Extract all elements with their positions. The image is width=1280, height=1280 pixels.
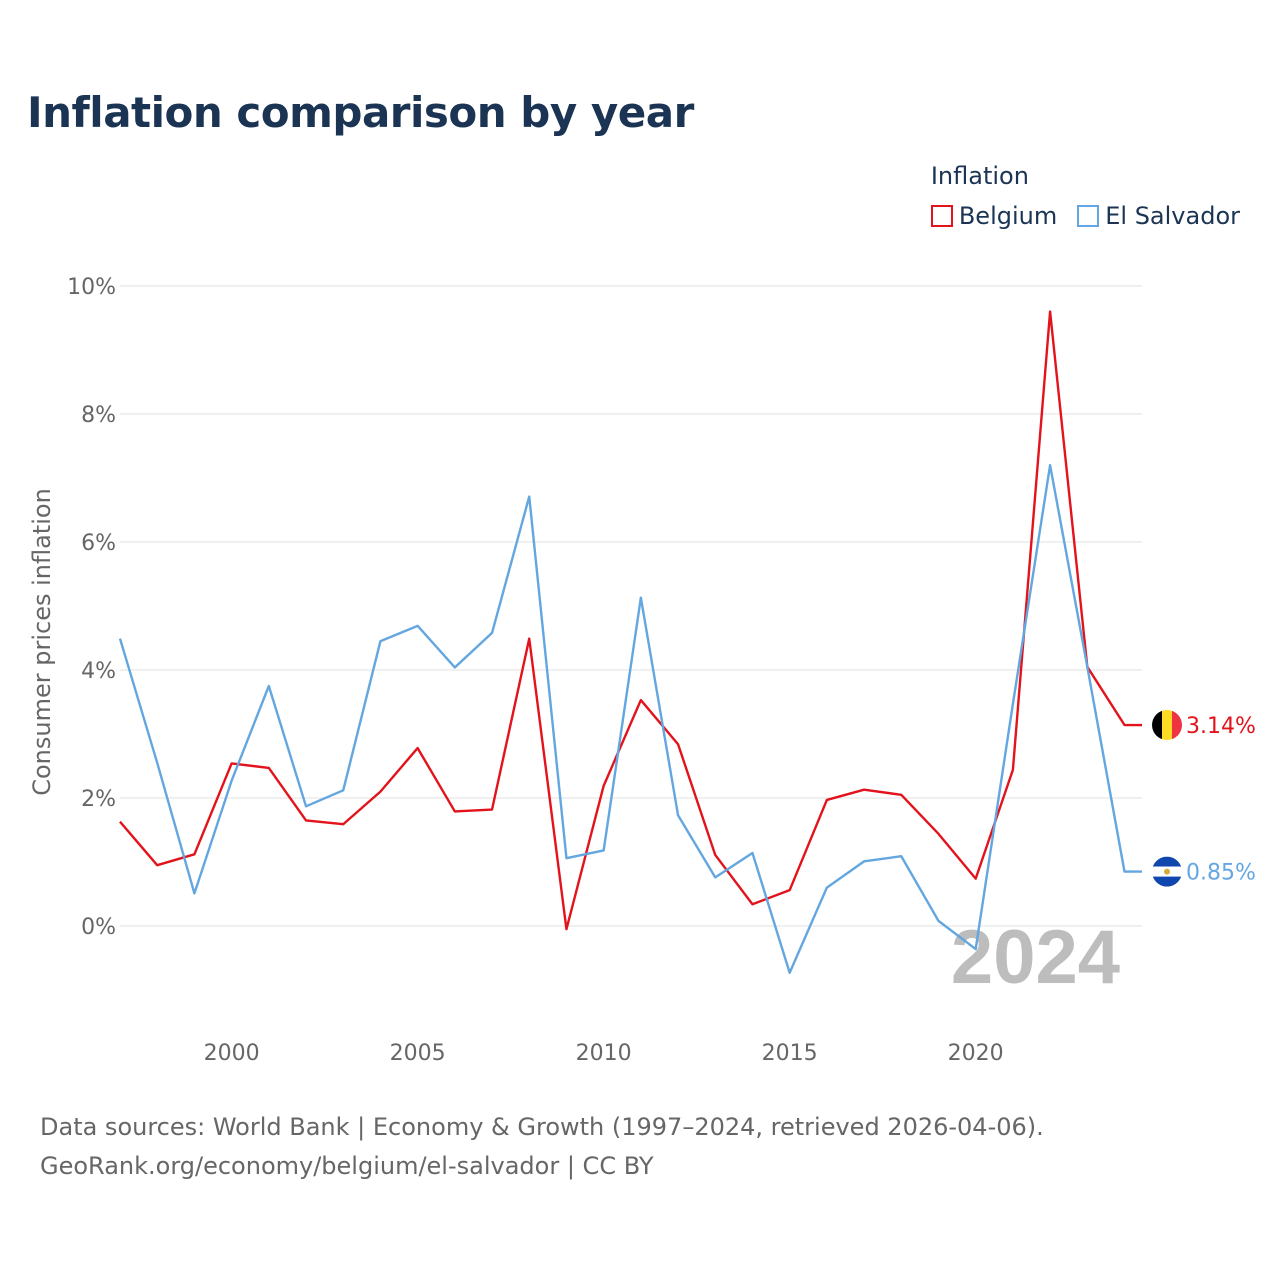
y-tick-label: 4% xyxy=(81,659,116,684)
year-watermark: 2024 xyxy=(951,915,1120,1000)
series-line-belgium[interactable] xyxy=(119,310,1142,931)
end-value-label: 0.85% xyxy=(1186,861,1256,886)
y-tick-label: 0% xyxy=(81,915,116,940)
x-tick-label: 2010 xyxy=(576,1041,632,1066)
legend-title: Inflation xyxy=(930,162,1029,190)
legend-label-belgium: Belgium xyxy=(958,202,1058,230)
legend-item-belgium[interactable]: Belgium xyxy=(930,202,1058,230)
footer-sources: Data sources: World Bank | Economy & Gro… xyxy=(40,1113,1044,1141)
x-tick-label: 2020 xyxy=(948,1041,1004,1066)
belgium-flag-icon xyxy=(1152,710,1182,741)
y-tick-label: 10% xyxy=(67,275,116,300)
y-tick-label: 8% xyxy=(81,403,116,428)
legend-swatch-el-salvador xyxy=(1077,205,1100,227)
x-tick-label: 2000 xyxy=(204,1041,260,1066)
el-salvador-flag-icon xyxy=(1152,856,1182,887)
x-tick-label: 2005 xyxy=(390,1041,446,1066)
series-line-el-salvador[interactable] xyxy=(118,464,1142,974)
chart-title: Inflation comparison by year xyxy=(27,88,694,137)
y-tick-label: 6% xyxy=(81,531,116,556)
footer: Data sources: World Bank | Economy & Gro… xyxy=(40,1108,1044,1186)
y-axis-label: Consumer prices inflation xyxy=(28,488,56,796)
legend-item-el-salvador[interactable]: El Salvador xyxy=(1077,202,1240,230)
legend-swatch-belgium xyxy=(930,205,953,227)
legend: Inflation Belgium El Salvador xyxy=(930,162,1240,230)
footer-link[interactable]: GeoRank.org/economy/belgium/el-salvador … xyxy=(40,1152,654,1180)
end-value-label: 3.14% xyxy=(1186,714,1256,739)
y-tick-label: 2% xyxy=(81,787,116,812)
legend-label-el-salvador: El Salvador xyxy=(1105,202,1240,230)
x-tick-label: 2015 xyxy=(762,1041,818,1066)
